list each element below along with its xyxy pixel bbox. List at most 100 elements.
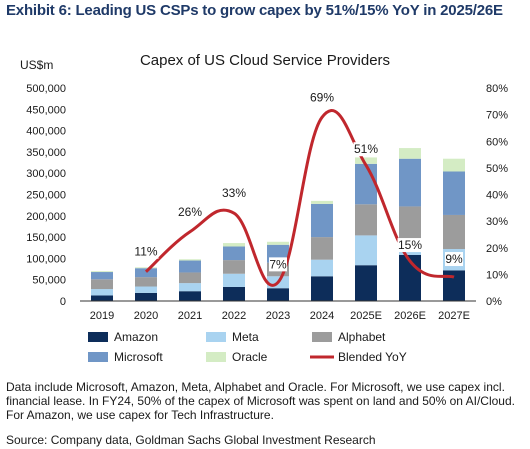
source-note: Source: Company data, Goldman Sachs Glob… bbox=[6, 433, 376, 447]
bar-segment bbox=[443, 171, 465, 215]
bar-segment bbox=[179, 259, 201, 261]
x-tick-label: 2024 bbox=[310, 310, 334, 322]
y-tick-label: 150,000 bbox=[26, 232, 66, 244]
legend-label: Alphabet bbox=[338, 330, 386, 344]
bar-segment bbox=[311, 203, 333, 238]
yoy-label: 33% bbox=[222, 186, 246, 200]
bar-segment bbox=[267, 241, 289, 245]
chart-title: Capex of US Cloud Service Providers bbox=[139, 52, 391, 69]
x-tick-label: 2023 bbox=[266, 310, 290, 322]
bar-segment bbox=[223, 286, 245, 301]
y2-tick-label: 60% bbox=[486, 136, 508, 148]
capex-chart: US$m 0 50,000 100,000 150,000 200,000 250,000… bbox=[20, 58, 508, 364]
legend-label: Blended YoY bbox=[338, 350, 407, 364]
bar-segment bbox=[355, 204, 377, 236]
y2-tick-label: 80% bbox=[486, 83, 508, 95]
legend-label: Amazon bbox=[114, 330, 158, 344]
x-tick-label: 2027E bbox=[438, 310, 470, 322]
bar-segment bbox=[399, 148, 421, 159]
legend-swatch bbox=[88, 332, 108, 342]
bar-segment bbox=[399, 158, 421, 207]
x-axis-ticks: 2019 2020 2021 2022 2023 2024 2025E 2026E 2027E bbox=[90, 310, 470, 322]
bar-segment bbox=[311, 237, 333, 260]
bar-segment bbox=[267, 288, 289, 301]
bar-segment bbox=[91, 295, 113, 301]
yoy-label-bg bbox=[269, 257, 287, 272]
yoy-label: 69% bbox=[310, 90, 334, 104]
y2-axis-ticks: 0% 10% 20% 30% 40% 50% 60% 70% 80% bbox=[486, 83, 508, 308]
exhibit-title: Exhibit 6: Leading US CSPs to grow capex… bbox=[6, 2, 503, 19]
bar-segment bbox=[223, 246, 245, 261]
bar-segment bbox=[135, 277, 157, 287]
bar-segment bbox=[91, 272, 113, 280]
bar-segment bbox=[179, 291, 201, 301]
x-tick-label: 2021 bbox=[178, 310, 202, 322]
bar-segment bbox=[91, 289, 113, 296]
y-tick-label: 450,000 bbox=[26, 104, 66, 116]
legend-label: Microsoft bbox=[114, 350, 163, 364]
yoy-label: 7% bbox=[269, 257, 287, 271]
bars bbox=[91, 148, 465, 301]
bar-segment bbox=[443, 214, 465, 250]
bar-segment bbox=[91, 279, 113, 290]
bar-segment bbox=[443, 158, 465, 172]
legend: Amazon Meta Alphabet Microsoft Oracle Blended… bbox=[88, 330, 407, 364]
bar-segment bbox=[135, 268, 157, 278]
legend-swatch bbox=[88, 352, 108, 362]
bar-segment bbox=[223, 273, 245, 287]
bar-segment bbox=[223, 243, 245, 247]
yoy-label: 51% bbox=[354, 142, 378, 156]
y2-tick-label: 10% bbox=[486, 269, 508, 281]
yoy-label-bg bbox=[133, 244, 159, 259]
bar-segment bbox=[135, 292, 157, 301]
bar-segment bbox=[355, 163, 377, 205]
x-tick-label: 2019 bbox=[90, 310, 114, 322]
legend-swatch bbox=[206, 352, 226, 362]
bar-segment bbox=[311, 276, 333, 301]
legend-swatch bbox=[312, 332, 332, 342]
x-tick-label: 2020 bbox=[134, 310, 158, 322]
bar-segment bbox=[135, 267, 157, 269]
x-tick-label: 2026E bbox=[394, 310, 426, 322]
y-tick-label: 50,000 bbox=[32, 275, 66, 287]
x-tick-label: 2022 bbox=[222, 310, 246, 322]
y2-tick-label: 30% bbox=[486, 216, 508, 228]
x-tick-label: 2025E bbox=[350, 310, 382, 322]
bar-segment bbox=[355, 265, 377, 301]
bar-segment bbox=[179, 260, 201, 273]
yoy-label-bg bbox=[397, 238, 423, 253]
y-tick-label: 400,000 bbox=[26, 126, 66, 138]
y-tick-label: 500,000 bbox=[26, 83, 66, 95]
yoy-label: 15% bbox=[398, 238, 422, 252]
legend-swatch bbox=[206, 332, 226, 342]
yoy-label-bg bbox=[177, 204, 203, 219]
bar-segment bbox=[91, 271, 113, 273]
yoy-label: 11% bbox=[134, 245, 157, 259]
bar-segment bbox=[311, 259, 333, 277]
yoy-label-bg bbox=[353, 142, 379, 157]
y2-tick-label: 40% bbox=[486, 190, 508, 202]
y-tick-label: 100,000 bbox=[26, 253, 66, 265]
legend-label: Meta bbox=[232, 330, 259, 344]
bar-segment bbox=[135, 286, 157, 293]
y2-tick-label: 70% bbox=[486, 110, 508, 122]
y2-tick-label: 0% bbox=[486, 296, 502, 308]
yoy-label-bg bbox=[221, 186, 247, 201]
footnote: Data include Microsoft, Amazon, Meta, Al… bbox=[6, 380, 515, 422]
y-axis-ticks: 0 50,000 100,000 150,000 200,000 250,000 300,0… bbox=[26, 83, 66, 308]
y-axis-label: US$m bbox=[20, 58, 53, 72]
y-tick-label: 250,000 bbox=[26, 190, 66, 202]
bar-segment bbox=[179, 283, 201, 292]
yoy-label: 9% bbox=[445, 252, 463, 266]
yoy-label: 26% bbox=[178, 205, 202, 219]
bar-segment bbox=[179, 272, 201, 284]
yoy-label-bg bbox=[309, 90, 335, 105]
y-tick-label: 200,000 bbox=[26, 211, 66, 223]
y-tick-label: 350,000 bbox=[26, 147, 66, 159]
bar-segment bbox=[223, 260, 245, 274]
bar-segment bbox=[399, 206, 421, 241]
y-tick-label: 300,000 bbox=[26, 168, 66, 180]
yoy-labels: 11% 26% 33% 7% 69% 51% 15% 9% bbox=[133, 90, 463, 272]
yoy-label-bg bbox=[445, 252, 463, 267]
blended-yoy-line bbox=[144, 109, 455, 287]
